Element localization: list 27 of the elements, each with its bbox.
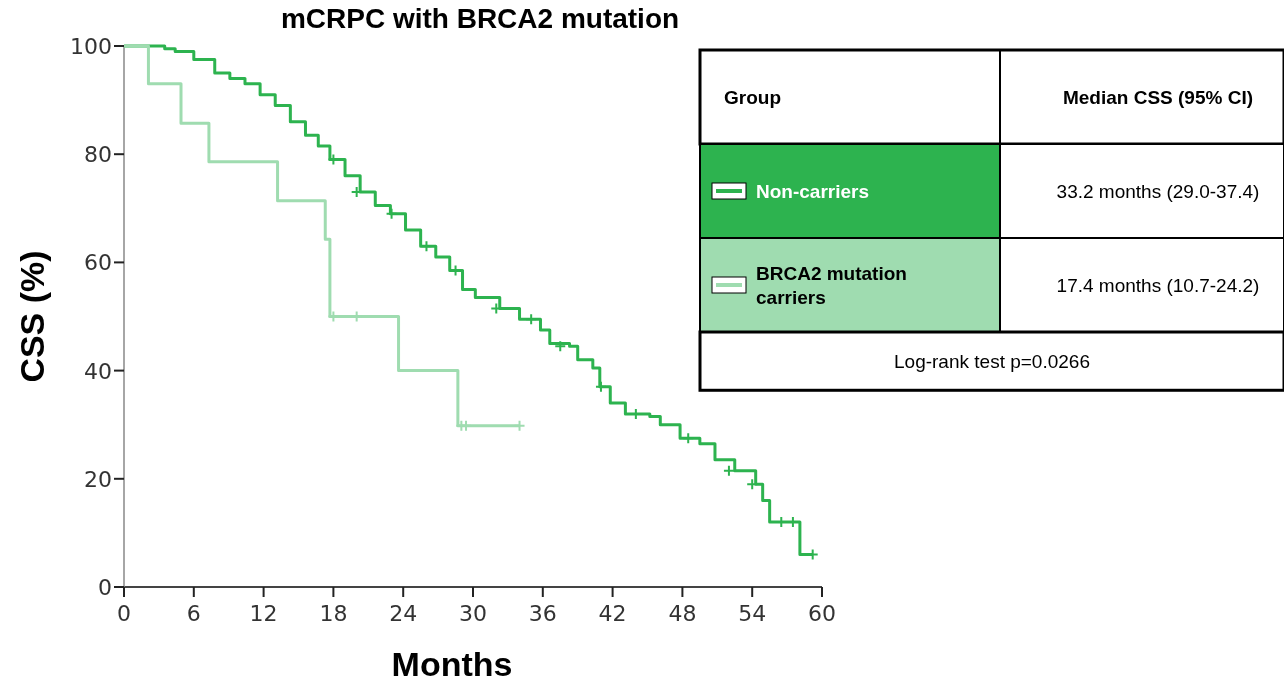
x-tick-label: 48	[668, 601, 697, 626]
legend-title: Group	[724, 87, 781, 108]
y-axis-title: CSS (%)	[13, 250, 51, 383]
x-tick-label: 36	[528, 601, 557, 626]
x-tick-label: 60	[808, 601, 836, 626]
x-tick-label: 6	[186, 601, 201, 626]
x-tick-label: 0	[117, 601, 131, 626]
legend-label: Non-carriers	[756, 181, 869, 202]
x-tick-label: 42	[598, 601, 627, 626]
text: 33.2 months (29.0-37.4)	[1056, 181, 1260, 202]
x-tick-label: 30	[459, 601, 487, 626]
text: Log-rank test p=0.0266	[894, 351, 1090, 373]
x-axis-title: Months	[391, 645, 513, 681]
x-tick-label: 18	[319, 601, 348, 626]
y-tick-label: 20	[84, 466, 112, 492]
y-tick-label: 80	[84, 142, 112, 168]
legend-label: BRCA2 mutation carriers	[756, 263, 907, 308]
text: 17.4 months (10.7-24.2)	[1056, 275, 1260, 296]
y-tick-label: 40	[84, 358, 112, 384]
y-tick-label: 100	[70, 34, 112, 59]
x-tick-label: 54	[738, 601, 767, 626]
x-tick-label: 24	[389, 601, 418, 626]
y-tick-label: 60	[84, 250, 112, 276]
text: Median CSS (95% CI)	[1062, 87, 1254, 108]
x-tick-label: 12	[249, 601, 278, 626]
y-tick-label: 0	[98, 575, 112, 600]
chart-title: mCRPC with BRCA2 mutation	[280, 3, 680, 34]
